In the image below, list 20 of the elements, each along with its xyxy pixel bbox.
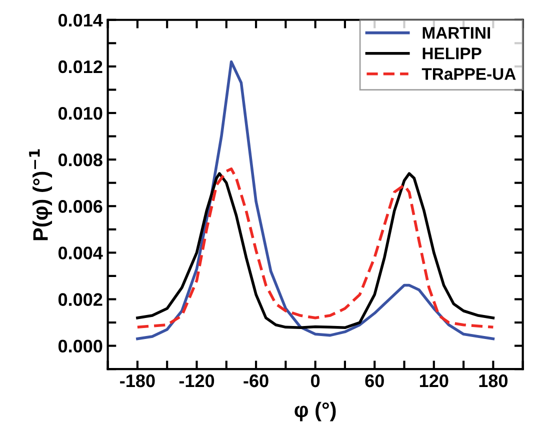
x-tick-label: 120: [420, 374, 448, 388]
x-axis-title: φ (°): [294, 402, 336, 422]
x-tick-label: 180: [479, 374, 508, 388]
x-tick-label: -180: [120, 374, 155, 388]
y-tick-label: 0.000: [58, 340, 102, 353]
legend-label: HELIPP: [422, 48, 482, 60]
y-tick-label: 0.014: [58, 14, 103, 27]
y-tick-label: 0.012: [58, 60, 102, 74]
y-tick-label: 0.008: [58, 153, 102, 166]
x-tick-label: -120: [179, 374, 214, 388]
y-tick-label: 0.004: [58, 246, 103, 260]
y-tick-label: 0.006: [58, 200, 102, 213]
y-tick-label: 0.010: [58, 106, 102, 120]
y-tick-label: 0.002: [58, 293, 102, 306]
legend-label: TRaPPE-UA: [422, 68, 516, 80]
y-axis-title: P(φ) (°)$^{−1}$: [29, 149, 52, 240]
x-tick-label: 60: [365, 374, 384, 388]
x-tick-label: 0: [311, 374, 320, 388]
legend-label: MARTINI: [422, 27, 490, 39]
x-tick-label: -60: [244, 374, 268, 388]
